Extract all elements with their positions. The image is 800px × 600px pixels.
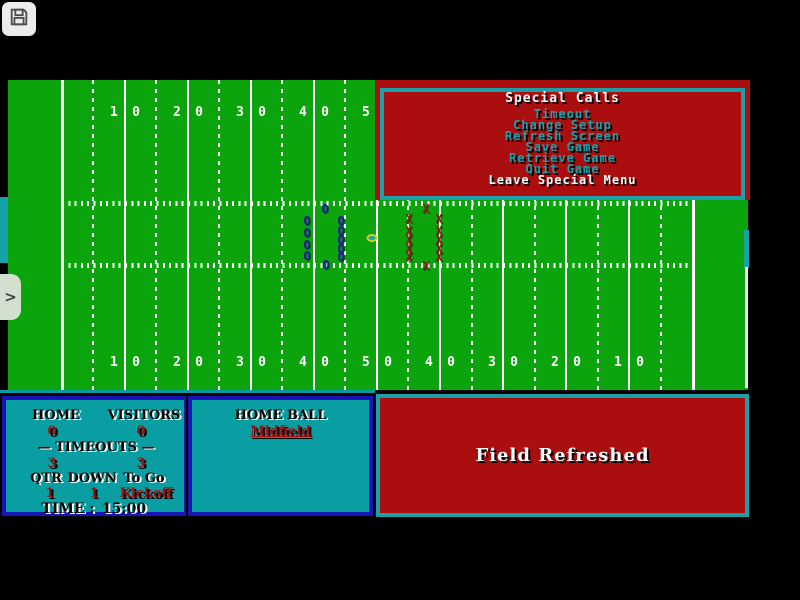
side-panel-handle[interactable]: > [0,274,21,320]
home-score: 0 [47,424,57,439]
five-yard-dotted-line [471,80,473,390]
five-yard-dotted-line [155,80,157,390]
goal-line [692,80,695,390]
five-yard-dotted-line [534,80,536,390]
status-message: Field Refreshed [475,445,650,466]
possession-panel: HOME BALL Midfield [186,394,375,518]
yard-line [439,80,441,390]
special-calls-menu: Special Calls Timeout Change Setup Refresh… [375,80,750,200]
time-label: TIME : [41,501,95,517]
chevron-right-icon: > [4,288,17,306]
time-value: 15:00 [101,501,147,517]
five-yard-dotted-line [344,80,346,390]
yard-line [502,80,504,390]
menu-item-retrieve-game[interactable]: Retrieve Game [509,151,616,165]
yard-number: 5 [362,105,370,120]
hash-marks-row [62,201,694,206]
yard-line [313,80,315,390]
togo-value: Kickoff [119,486,173,501]
menu-items: Timeout Change Setup Refresh Screen Save Ga… [384,107,741,187]
visitors-score: 0 [136,424,146,439]
right-edge-line [745,267,748,388]
timeouts-label: — TIMEOUTS — [37,440,155,455]
qtr-label: QTR [30,471,62,486]
yard-line [565,80,567,390]
menu-item-quit-game[interactable]: Quit Game [525,162,600,176]
yard-line [250,80,252,390]
menu-item-save-game[interactable]: Save Game [525,140,600,154]
five-yard-dotted-line [218,80,220,390]
menu-title: Special Calls [496,92,629,105]
qtr-value: 1 [45,486,55,501]
five-yard-dotted-line [281,80,283,390]
yard-line [187,80,189,390]
scoreboard-panel: HOME VISITORS 0 0 — TIMEOUTS — 3 3 QTR D… [0,394,190,518]
five-yard-dotted-line [92,80,94,390]
menu-item-refresh-screen[interactable]: Refresh Screen [504,129,621,143]
togo-label: To Go [123,471,165,486]
ball-location: Midfield [250,424,311,439]
save-button[interactable] [2,2,36,36]
possession-title: HOME BALL [234,408,327,423]
left-edge-strip [0,197,8,263]
five-yard-dotted-line [597,80,599,390]
home-label: HOME [32,408,80,423]
field-bottom-divider [0,390,375,393]
menu-item-change-setup[interactable]: Change Setup [513,118,612,132]
message-panel: Field Refreshed [375,393,750,518]
hash-marks-row [62,263,694,268]
menu-border-box: Special Calls Timeout Change Setup Refresh… [380,88,745,200]
home-timeouts: 3 [47,456,57,471]
visitors-timeouts: 3 [136,456,146,471]
menu-item-leave-special-menu[interactable]: Leave Special Menu [488,173,637,187]
five-yard-dotted-line [407,80,409,390]
five-yard-dotted-line [660,80,662,390]
menu-item-timeout[interactable]: Timeout [533,107,592,121]
right-edge-strip [744,230,749,268]
goal-line [61,80,64,390]
visitors-label: VISITORS [107,408,181,423]
floppy-disk-icon [8,6,30,32]
down-label: DOWN [67,471,117,486]
yard-line [628,80,630,390]
yard-line [124,80,126,390]
down-value: 1 [89,486,99,501]
